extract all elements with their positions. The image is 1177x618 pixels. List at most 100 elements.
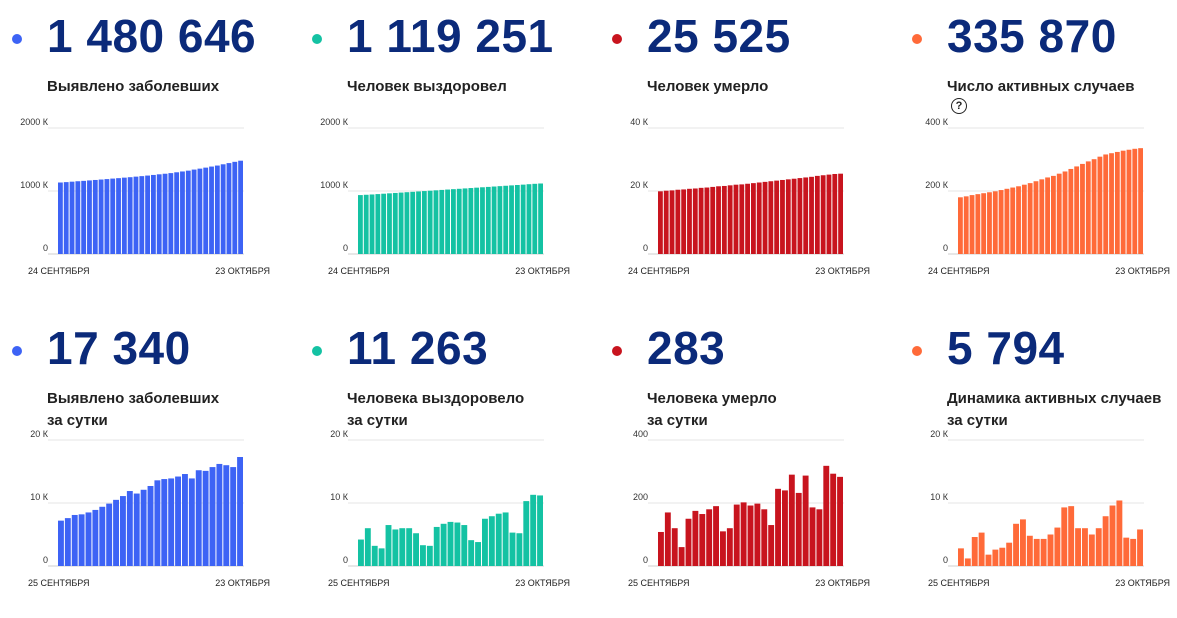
chart-bar bbox=[180, 171, 185, 254]
stat-label: Число активных случаев? bbox=[947, 76, 1177, 114]
y-tick-label: 40 К bbox=[630, 117, 649, 127]
chart-bar bbox=[421, 191, 427, 254]
chart-bar bbox=[427, 190, 433, 254]
chart-bar bbox=[537, 495, 543, 566]
y-tick-label: 10 К bbox=[930, 492, 949, 502]
chart-bar bbox=[756, 182, 762, 254]
y-tick-label: 20 К bbox=[630, 180, 649, 190]
chart-bar bbox=[162, 173, 168, 254]
chart-bar bbox=[1126, 149, 1132, 255]
chart-bar bbox=[58, 182, 63, 254]
chart-bar bbox=[378, 548, 385, 566]
chart-bar bbox=[768, 525, 775, 566]
x-end-label: 23 ОКТЯБРЯ bbox=[1115, 578, 1170, 588]
chart-bar bbox=[774, 180, 780, 254]
chart-bar bbox=[761, 509, 768, 566]
chart-bar bbox=[1102, 516, 1109, 566]
chart-bar bbox=[202, 470, 209, 566]
chart-bar bbox=[971, 537, 978, 566]
stat-panel: 17 340 Выявлено заболевших за сутки 20 К 10 … bbox=[0, 312, 290, 612]
chart-bar bbox=[371, 545, 378, 566]
stat-label: Человека выздоровело за сутки bbox=[347, 388, 587, 432]
chart-bar bbox=[685, 518, 692, 566]
y-tick-label: 2000 К bbox=[20, 117, 49, 127]
chart-bar bbox=[1103, 154, 1109, 254]
x-start-label: 24 СЕНТЯБРЯ bbox=[28, 266, 90, 276]
chart-bar bbox=[1080, 163, 1085, 254]
chart-bar bbox=[992, 549, 999, 566]
chart-bar bbox=[1016, 186, 1021, 254]
legend-dot bbox=[912, 34, 922, 44]
chart-bar bbox=[406, 528, 413, 566]
stat-label-line: за сутки bbox=[47, 412, 108, 429]
chart-bar bbox=[1006, 542, 1013, 566]
chart-bar bbox=[958, 197, 963, 254]
chart-bar bbox=[664, 512, 671, 566]
chart-bar bbox=[671, 528, 678, 566]
stat-label-line: Число активных случаев? bbox=[947, 76, 1177, 114]
y-tick-label: 0 bbox=[343, 243, 348, 253]
stat-label-line: Человек выздоровел bbox=[347, 78, 507, 95]
chart-bar bbox=[739, 184, 745, 254]
chart-bar bbox=[1095, 528, 1102, 566]
chart-bar bbox=[999, 547, 1006, 566]
chart-bar bbox=[1130, 538, 1137, 566]
chart-bar bbox=[998, 190, 1004, 254]
y-tick-label: 20 К bbox=[930, 429, 949, 439]
y-tick-label: 10 К bbox=[30, 492, 49, 502]
chart-bar bbox=[745, 183, 750, 254]
stat-label-line: за сутки bbox=[647, 412, 708, 429]
stat-label-line: Выявлено заболевших bbox=[47, 78, 220, 95]
chart-bar bbox=[433, 190, 439, 254]
x-start-label: 25 СЕНТЯБРЯ bbox=[628, 578, 690, 588]
chart-bar bbox=[502, 512, 509, 566]
chart-bar bbox=[768, 181, 774, 255]
chart-bar bbox=[203, 167, 209, 254]
x-end-label: 23 ОКТЯБРЯ bbox=[515, 266, 570, 276]
chart-bar bbox=[814, 175, 820, 254]
stat-label-line: за сутки bbox=[947, 412, 1008, 429]
chart-bar bbox=[809, 507, 816, 566]
chart-bar bbox=[410, 191, 416, 254]
help-icon[interactable]: ? bbox=[951, 98, 967, 114]
chart-bar bbox=[1051, 175, 1056, 254]
chart-bar bbox=[669, 190, 675, 254]
stat-panel: 283 Человека умерло за сутки 400 200 0 25 СЕНТ… bbox=[600, 312, 890, 612]
chart-bar bbox=[151, 174, 156, 254]
chart-bar bbox=[964, 558, 971, 566]
stat-label-line: Человека умерло bbox=[647, 390, 777, 407]
stat-label-line: Человек умерло bbox=[647, 78, 769, 95]
x-start-label: 24 СЕНТЯБРЯ bbox=[628, 266, 690, 276]
chart-bar bbox=[526, 184, 532, 254]
bar-chart: 2000 К 1000 К 0 24 СЕНТЯБРЯ 23 ОКТЯБРЯ bbox=[320, 117, 570, 276]
chart-bar bbox=[433, 526, 440, 566]
chart-bar bbox=[1040, 538, 1047, 566]
chart-bar bbox=[733, 504, 740, 566]
chart-bar bbox=[104, 179, 110, 254]
chart-bar bbox=[480, 187, 485, 254]
x-end-label: 23 ОКТЯБРЯ bbox=[815, 266, 870, 276]
chart-bar bbox=[698, 187, 704, 254]
chart-bar bbox=[1045, 177, 1050, 254]
chart-bar bbox=[381, 193, 387, 254]
chart-bar bbox=[992, 191, 998, 254]
chart-bar bbox=[678, 547, 685, 566]
chart-bar bbox=[369, 194, 375, 254]
x-start-label: 25 СЕНТЯБРЯ bbox=[928, 578, 990, 588]
x-start-label: 24 СЕНТЯБРЯ bbox=[928, 266, 990, 276]
chart-bar bbox=[520, 184, 526, 254]
chart-bar bbox=[188, 478, 195, 566]
bar-chart: 400 200 0 25 СЕНТЯБРЯ 23 ОКТЯБРЯ bbox=[628, 429, 870, 588]
chart-bar bbox=[658, 191, 663, 254]
stat-panel: 1 119 251 Человек выздоровел 2000 К 1000 К 0… bbox=[300, 0, 590, 300]
stat-value: 25 525 bbox=[647, 10, 791, 62]
chart-bar bbox=[721, 185, 727, 254]
chart-bar bbox=[785, 179, 791, 254]
chart-bar bbox=[223, 465, 230, 566]
chart-bar bbox=[687, 188, 692, 254]
chart-bar bbox=[1116, 500, 1123, 566]
chart-bar bbox=[1132, 148, 1138, 254]
chart-bar bbox=[1068, 506, 1075, 566]
chart-bar bbox=[156, 174, 162, 254]
legend-dot bbox=[12, 346, 22, 356]
